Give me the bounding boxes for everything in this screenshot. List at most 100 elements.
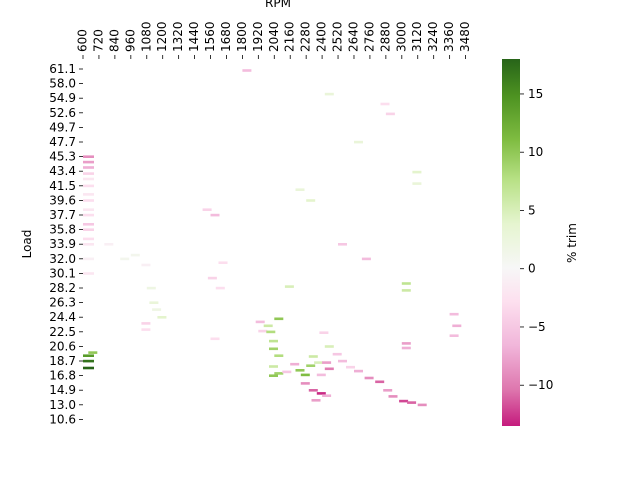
y-tick-label: 58.0 — [49, 77, 76, 91]
y-tick-label: 45.3 — [49, 150, 76, 164]
heatmap-cell — [385, 112, 395, 116]
y-tick-label: 20.6 — [49, 339, 76, 353]
y-tick-label: 37.7 — [49, 208, 76, 222]
colorbar-gradient — [502, 59, 520, 426]
heatmap-cell — [332, 352, 342, 356]
heatmap-cell — [83, 208, 94, 211]
heatmap-cell — [258, 329, 268, 333]
heatmap-cell — [361, 257, 371, 261]
heatmap-cell — [383, 389, 393, 392]
x-tick-label: 1680 — [219, 21, 233, 52]
heatmap-cell — [83, 193, 94, 196]
heatmap-cell — [375, 380, 385, 384]
x-tick-label: 2880 — [378, 21, 392, 52]
heatmap-cell — [83, 272, 94, 275]
heatmap-cell — [324, 367, 334, 371]
heatmap-cell — [83, 237, 94, 241]
heatmap-cell — [308, 355, 318, 358]
heatmap-cell — [308, 389, 318, 392]
y-tick-label: 24.4 — [49, 310, 76, 324]
heatmap-cell — [364, 376, 374, 380]
x-tick-label: 3000 — [394, 21, 408, 52]
heatmap-cell — [338, 243, 347, 246]
x-tick-label: 1320 — [171, 21, 185, 52]
y-tick-label: 35.8 — [49, 223, 76, 237]
heatmap-cell — [83, 223, 94, 226]
heatmap-cell — [83, 228, 94, 231]
heatmap-cell — [274, 317, 284, 321]
x-tick-label: 2040 — [267, 21, 281, 52]
heatmap-cell — [83, 257, 94, 261]
x-tick-label: 720 — [91, 29, 105, 52]
heatmap-cell — [141, 322, 151, 325]
x-tick-label: 3240 — [426, 21, 440, 52]
y-tick-label: 61.1 — [49, 62, 76, 76]
heatmap-cell — [316, 392, 326, 395]
heatmap-cell — [83, 172, 94, 175]
heatmap-cell — [401, 346, 411, 350]
x-tick-label: 1080 — [139, 21, 153, 52]
heatmap-cell — [146, 286, 156, 290]
colorbar-tick-label: −10 — [528, 378, 553, 392]
heatmap-cell — [120, 257, 130, 261]
x-tick-label: 1800 — [235, 21, 249, 52]
heatmap-cell — [306, 364, 316, 367]
heatmap-cell — [83, 184, 94, 188]
heatmap-cell — [210, 337, 220, 341]
heatmap-cell — [407, 401, 417, 404]
x-tick-label: 840 — [107, 29, 121, 52]
heatmap-cell — [401, 289, 411, 292]
heatmap-cell — [83, 243, 94, 246]
y-tick-label: 13.0 — [49, 398, 76, 412]
x-tick-label: 2400 — [315, 21, 329, 52]
heatmap-cell — [83, 160, 94, 164]
heatmap-cell — [263, 324, 273, 328]
heatmap-cell — [255, 320, 265, 324]
heatmap-cell — [83, 155, 94, 158]
heatmap-cell — [319, 331, 329, 334]
y-tick-label: 14.9 — [49, 383, 76, 397]
heatmap-cell — [266, 330, 276, 334]
colorbar: −10 −5 0 5 10 15 % trim — [502, 59, 579, 426]
heatmap-cell — [322, 394, 332, 397]
heatmap-cell — [83, 177, 94, 181]
heatmap-cell — [295, 369, 305, 372]
heatmap-cell — [399, 399, 409, 403]
heatmap-cell — [269, 374, 278, 377]
heatmap-cell — [354, 140, 363, 144]
y-tick-label: 22.5 — [49, 325, 76, 339]
heatmap-cell — [412, 170, 422, 174]
heatmap-cell — [316, 373, 326, 377]
y-tick-label: 41.5 — [49, 179, 76, 193]
heatmap-cell — [306, 199, 316, 202]
x-tick-label: 600 — [76, 29, 90, 52]
x-tick-label: 1440 — [187, 21, 201, 52]
y-tick-label: 16.8 — [49, 369, 76, 383]
heatmap-cell — [274, 354, 284, 357]
heatmap-cell — [282, 370, 292, 374]
heatmap-cell — [284, 285, 294, 288]
y-tick-label: 26.3 — [49, 296, 76, 310]
heatmap-cell — [452, 324, 462, 328]
y-tick-label: 49.7 — [49, 120, 76, 134]
heatmap-cell — [324, 92, 334, 96]
heatmap-cell — [388, 395, 398, 398]
heatmap-cell — [417, 403, 427, 407]
heatmap-cell — [311, 399, 321, 402]
heatmap-cell — [157, 316, 167, 319]
heatmap-cell — [338, 359, 347, 363]
colorbar-ticks: −10 −5 0 5 10 15 — [520, 87, 553, 392]
heatmap-cell — [83, 199, 94, 202]
heatmap-cell — [290, 362, 300, 366]
colorbar-tick-label: −5 — [528, 320, 546, 334]
x-axis-label: RPM — [265, 0, 291, 10]
x-axis: 600 720 840 960 1080 1200 1320 1440 1560 1680 1800… — [76, 21, 472, 59]
x-tick-label: 2160 — [283, 21, 297, 52]
heatmap-cell — [210, 213, 220, 217]
heatmap-cell — [269, 365, 278, 368]
heatmap-cell — [449, 312, 459, 316]
heatmap-cell — [300, 373, 310, 377]
heatmap-cell — [141, 328, 151, 331]
heatmap-cell — [83, 213, 94, 217]
